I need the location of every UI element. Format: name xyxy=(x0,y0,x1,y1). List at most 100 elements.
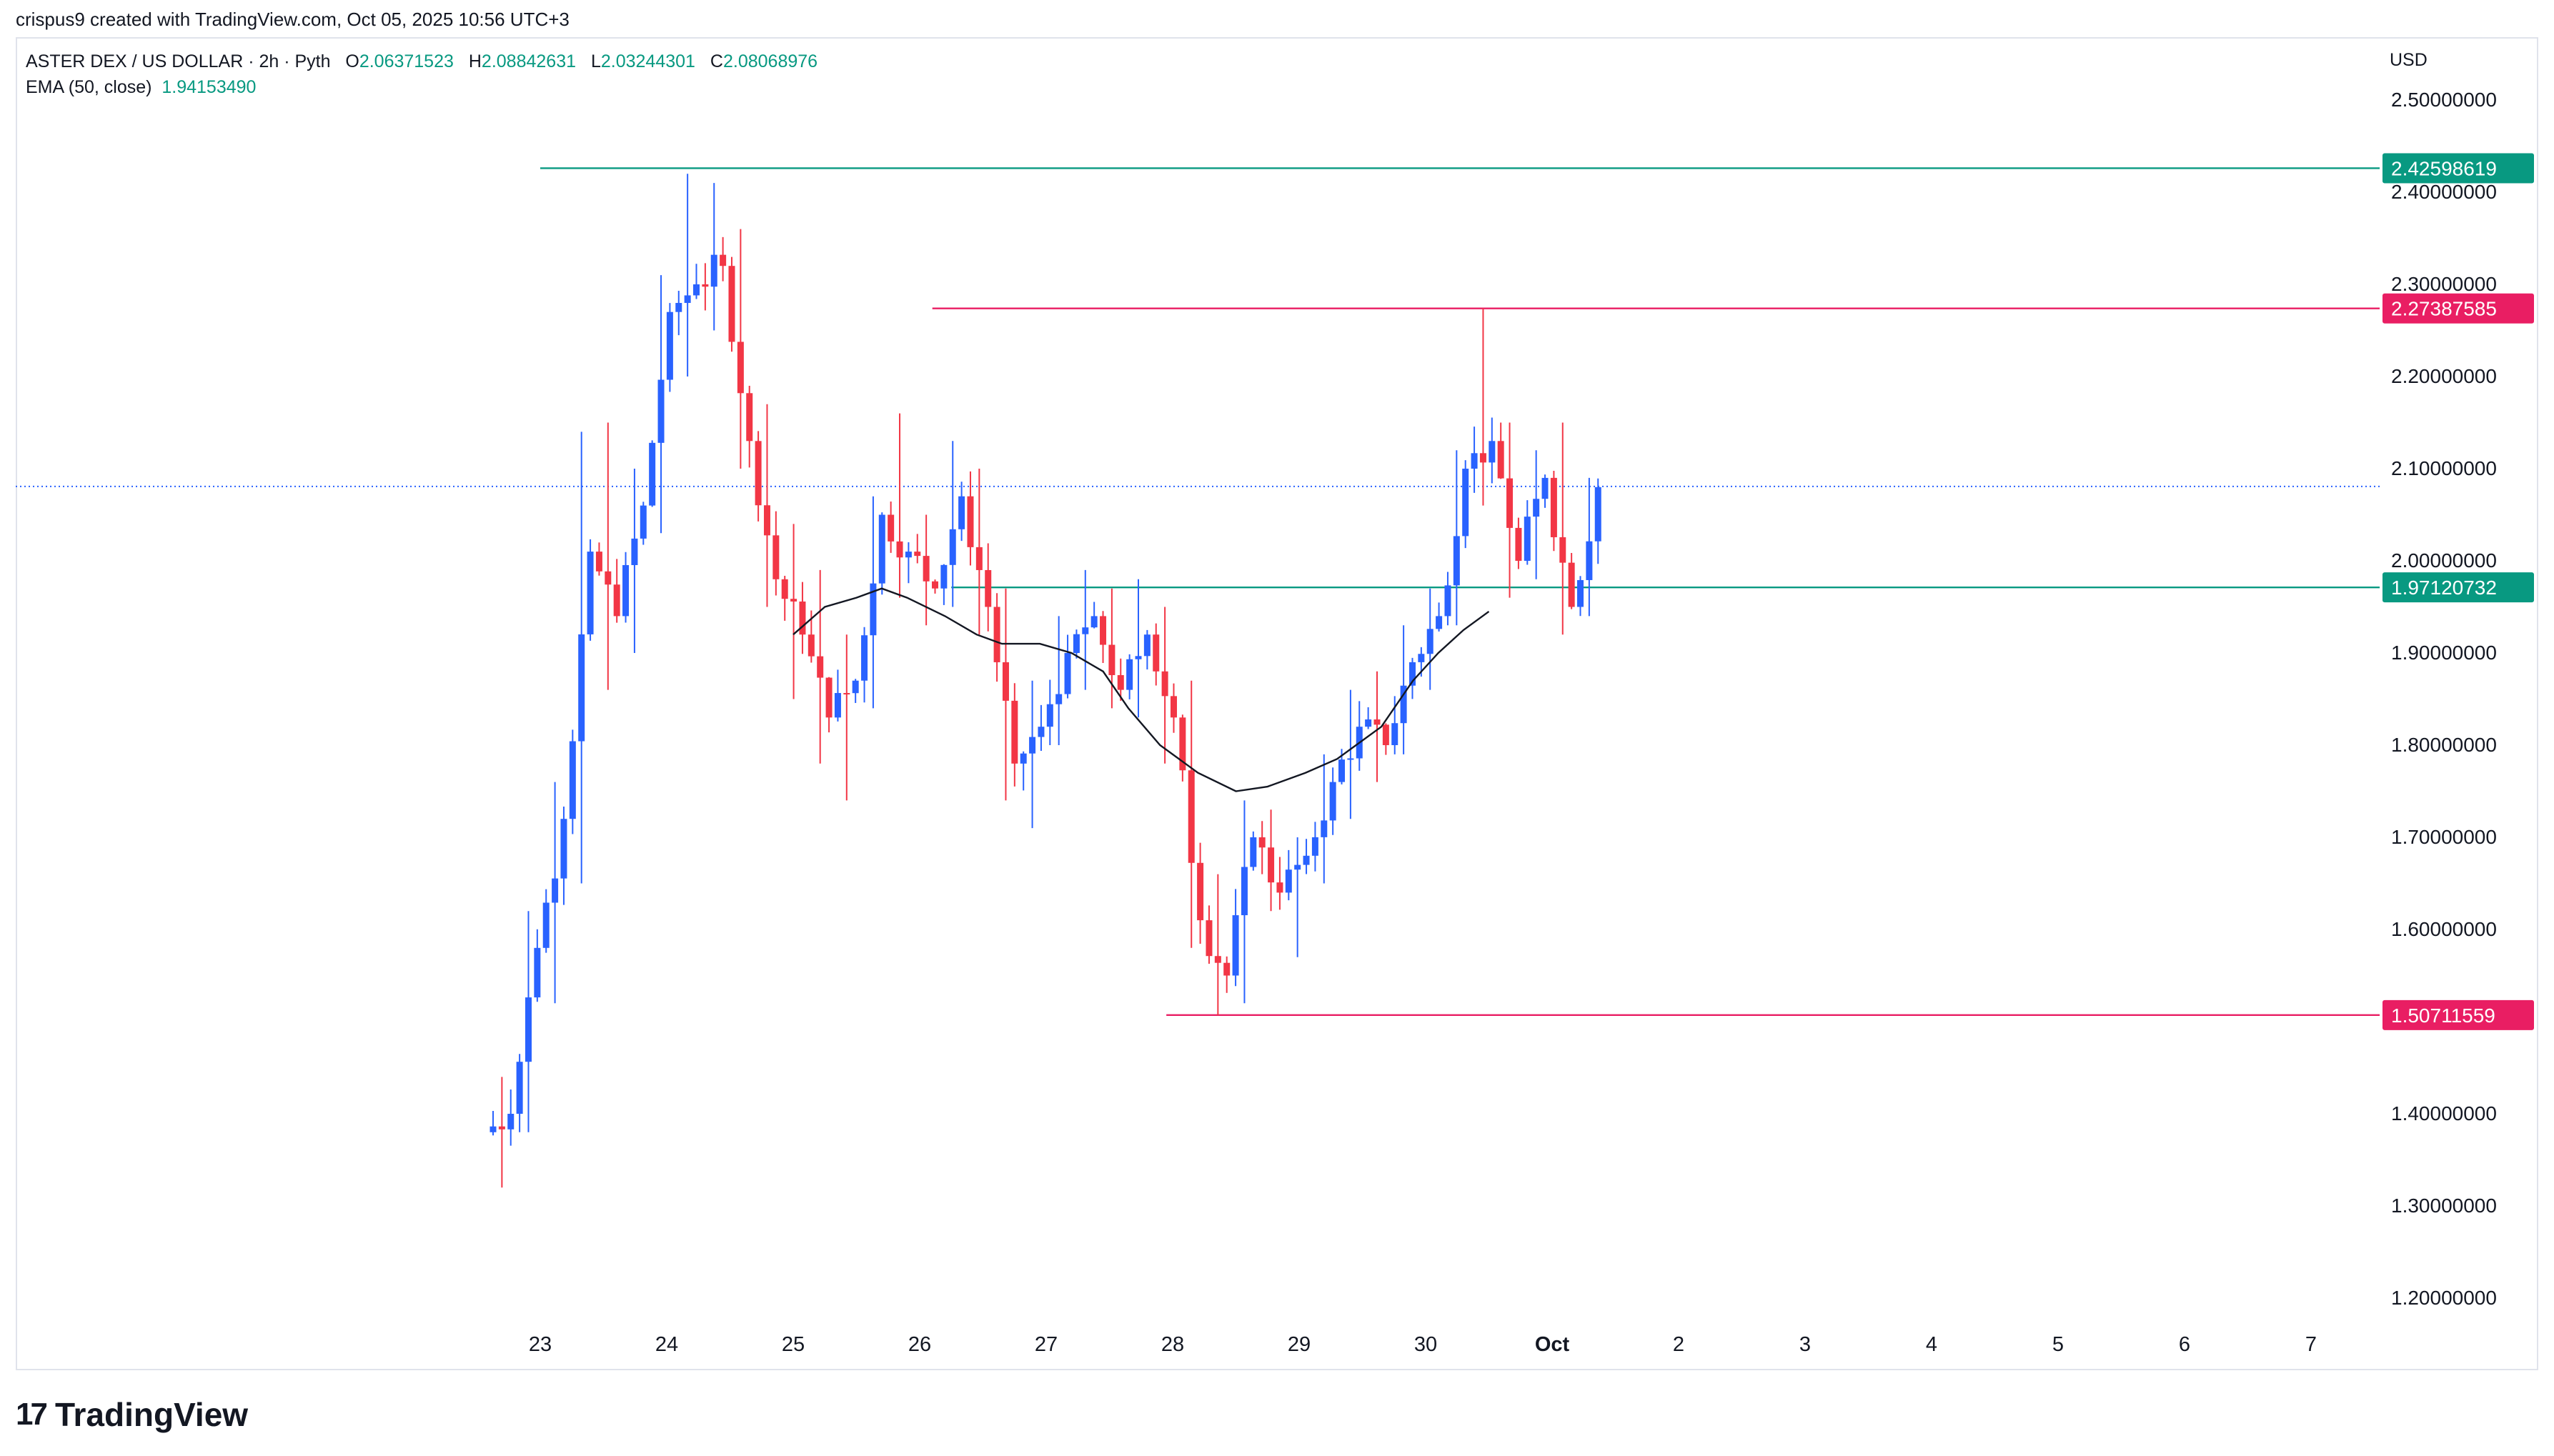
candle-body xyxy=(1594,487,1601,542)
candle-body xyxy=(595,552,602,572)
candle xyxy=(1541,474,1549,508)
candle xyxy=(1046,679,1053,745)
candle-body xyxy=(1373,719,1381,725)
candle-body xyxy=(852,680,859,694)
candle-body xyxy=(498,1126,505,1130)
candle-body xyxy=(542,902,550,948)
candle xyxy=(1161,607,1168,764)
candle xyxy=(684,174,691,377)
candle-body xyxy=(1329,782,1336,821)
candle-body xyxy=(1029,737,1036,754)
candle-body xyxy=(737,341,744,394)
candle-body xyxy=(1188,770,1195,863)
ema-label[interactable]: EMA (50, close) xyxy=(26,77,152,97)
candle xyxy=(1594,478,1601,564)
candle-body xyxy=(843,693,850,695)
level-badge-bg xyxy=(2382,999,2534,1030)
x-tick-label: Oct xyxy=(1535,1333,1570,1356)
level-price-badge: 2.42598619 xyxy=(2382,153,2534,184)
candle xyxy=(1497,422,1504,479)
candle-body xyxy=(640,505,647,539)
candle-body xyxy=(1426,629,1433,654)
candle xyxy=(755,431,762,522)
candle xyxy=(1100,611,1107,663)
candle xyxy=(631,469,638,653)
candle-body xyxy=(1268,847,1275,883)
candle-body xyxy=(605,571,612,585)
candle xyxy=(1241,800,1248,1004)
symbol-label[interactable]: ASTER DEX / US DOLLAR · 2h · Pyth xyxy=(26,51,331,71)
open-label: O xyxy=(345,51,359,71)
level-badge-label: 2.27387585 xyxy=(2391,298,2497,320)
candle-body xyxy=(1038,727,1045,737)
level-badge-label: 1.97120732 xyxy=(2391,577,2497,599)
candle-body xyxy=(763,505,770,536)
candle xyxy=(746,385,753,468)
x-tick-label: 25 xyxy=(782,1333,805,1356)
candle-body xyxy=(1161,671,1168,697)
candle-body xyxy=(799,601,806,635)
ema-row: EMA (50, close) 1.94153490 xyxy=(26,74,828,100)
candle xyxy=(1559,422,1566,635)
candle-body xyxy=(1321,820,1328,837)
candle xyxy=(1029,680,1036,829)
open-value: 2.06371523 xyxy=(359,51,454,71)
candle xyxy=(932,579,938,594)
candle xyxy=(781,575,788,621)
candle-body xyxy=(1285,869,1292,893)
candle-body xyxy=(720,254,727,266)
candle xyxy=(1276,857,1283,910)
candle-body xyxy=(1126,659,1133,690)
y-tick-label: 2.20000000 xyxy=(2391,365,2497,387)
candle-body xyxy=(1250,837,1257,867)
candle-body xyxy=(1073,634,1080,653)
candle xyxy=(693,264,700,299)
candle-body xyxy=(1524,517,1531,561)
y-tick-label: 1.80000000 xyxy=(2391,734,2497,756)
candle xyxy=(1515,517,1522,569)
candle-body xyxy=(1020,753,1027,764)
candle xyxy=(702,263,709,311)
candle-body xyxy=(808,634,815,657)
candle xyxy=(1285,849,1292,901)
candle-body xyxy=(560,819,567,879)
candle-body xyxy=(552,878,559,903)
candle xyxy=(905,542,912,584)
y-tick-label: 2.50000000 xyxy=(2391,89,2497,111)
candle xyxy=(975,469,983,635)
candle xyxy=(940,564,948,605)
candle-body xyxy=(1311,837,1318,856)
candle xyxy=(649,440,656,507)
candle-body xyxy=(975,547,983,570)
candle xyxy=(1135,579,1142,718)
candle xyxy=(1214,874,1221,1015)
candle xyxy=(552,782,559,1004)
x-tick-label: 7 xyxy=(2305,1333,2317,1356)
candle xyxy=(1356,701,1363,771)
candle-body xyxy=(1214,956,1221,963)
candle xyxy=(896,413,903,598)
candle xyxy=(595,542,602,576)
y-tick-label: 1.60000000 xyxy=(2391,918,2497,940)
candle-body xyxy=(1559,537,1566,563)
candle-body xyxy=(1453,536,1460,586)
tradingview-logo[interactable]: 17 TradingView xyxy=(16,1393,248,1436)
candle xyxy=(1489,417,1496,484)
candle xyxy=(1577,576,1584,617)
candle xyxy=(1382,723,1389,755)
candle xyxy=(985,543,992,632)
candle-body xyxy=(1489,441,1496,463)
candle-body xyxy=(525,997,532,1062)
candle xyxy=(1011,683,1018,787)
candle-body xyxy=(702,284,709,287)
candle xyxy=(834,669,841,722)
candle xyxy=(949,441,956,607)
candle xyxy=(1426,588,1433,690)
candle-body xyxy=(490,1126,497,1132)
candle-body xyxy=(932,581,938,589)
candle-body xyxy=(728,266,735,342)
candle-body xyxy=(896,541,903,558)
x-tick-label: 3 xyxy=(1799,1333,1811,1356)
candle xyxy=(1329,767,1336,835)
